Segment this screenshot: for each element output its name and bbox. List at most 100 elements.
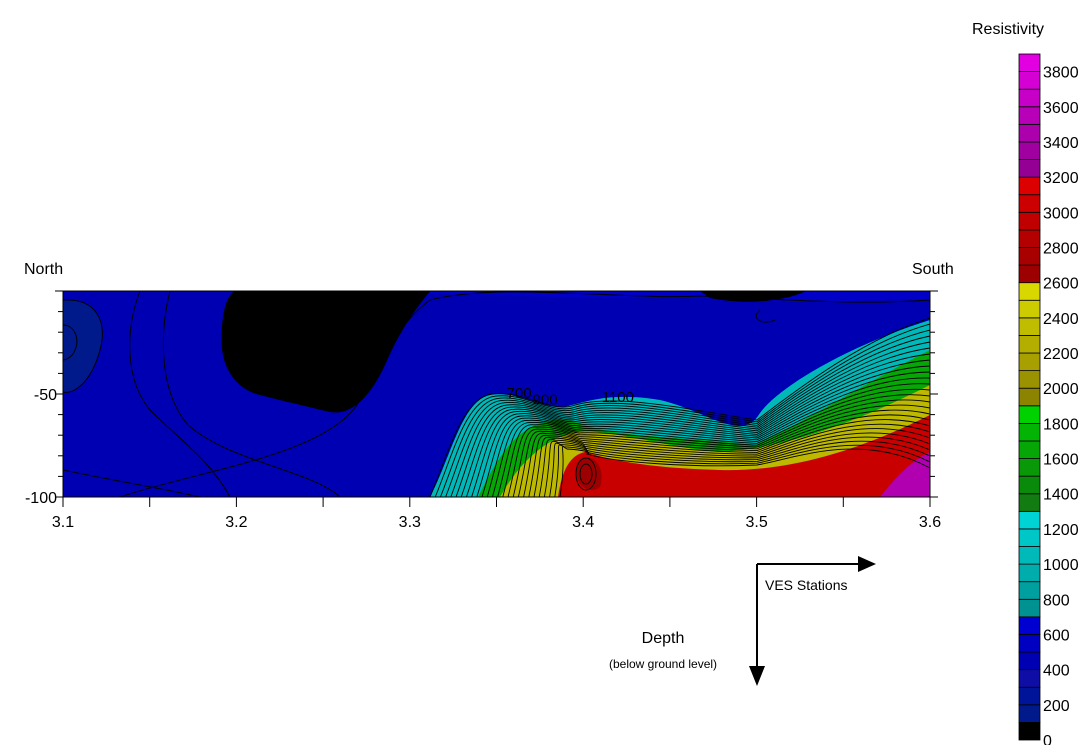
colorbar-tick-label: 3400 (1043, 135, 1079, 152)
colorbar-step (1018, 370, 1041, 389)
colorbar-tick-label: 2400 (1043, 311, 1079, 328)
colorbar-step (1018, 352, 1041, 372)
colorbar-tick-label: 400 (1043, 663, 1070, 680)
x-tick-label: 3.3 (399, 514, 421, 531)
colorbar-step (1018, 141, 1041, 160)
colorbar-tick-label: 2600 (1043, 276, 1079, 293)
colorbar-tick-label: 2200 (1043, 346, 1079, 363)
colorbar-step (1018, 405, 1041, 424)
colorbar-step (1018, 686, 1041, 706)
contour-line (528, 423, 930, 497)
ves-stations-arrow: VES Stations (757, 556, 876, 593)
contour-line (579, 463, 593, 485)
contour-line (119, 291, 930, 497)
colorbar-tick-label: 1000 (1043, 557, 1079, 574)
colorbar-step (1018, 123, 1041, 143)
contour-line (471, 365, 930, 497)
contour-line (63, 469, 201, 497)
contour-line (221, 291, 431, 409)
contour-line (549, 440, 930, 497)
contour-line (460, 353, 930, 497)
colorbar-step (1018, 581, 1041, 600)
colorbar-step (1018, 616, 1041, 635)
colorbar: 3800360034003200300028002600240022002000… (1018, 53, 1079, 745)
contour-lines (63, 291, 930, 497)
contour-line (699, 291, 806, 301)
colorbar-tick-label: 3800 (1043, 65, 1079, 82)
arrow-right-icon (858, 556, 876, 572)
colorbar-step (1018, 299, 1041, 319)
y-axis: -50 -100 (25, 290, 938, 507)
colorbar-step (1018, 335, 1041, 354)
colorbar-step (1018, 510, 1041, 530)
contour-line (162, 291, 341, 497)
colorbar-step (1018, 458, 1041, 477)
colorbar-step (1018, 211, 1041, 231)
contour-lines-dense (429, 317, 930, 497)
contour-line (517, 414, 930, 497)
colorbar-step (1018, 159, 1041, 178)
contour-line (559, 446, 930, 497)
colorbar-step (1018, 247, 1041, 266)
contour-line (486, 383, 930, 497)
contour-line (497, 394, 930, 497)
y-tick-label: -50 (34, 387, 57, 404)
colorbar-step (1018, 563, 1041, 583)
south-label: South (912, 261, 954, 278)
colorbar-step (1018, 176, 1041, 196)
x-tick-label: 3.1 (52, 514, 74, 531)
colorbar-step (1018, 475, 1041, 495)
contour-line (476, 371, 930, 497)
contour-line (575, 457, 597, 491)
colorbar-step (1018, 722, 1041, 741)
arrow-down-icon (749, 666, 765, 686)
colorbar-step (1018, 229, 1041, 248)
colorbar-step (1018, 440, 1041, 459)
contour-value-label: 900 (533, 391, 558, 408)
colorbar-step (1018, 528, 1041, 547)
colorbar-tick-label: 800 (1043, 592, 1070, 609)
colorbar-tick-label: 2800 (1043, 240, 1079, 257)
contour-line (450, 341, 930, 497)
contour-line (129, 291, 231, 497)
contour-plot-area (63, 291, 930, 497)
colorbar-step (1018, 317, 1041, 336)
ves-stations-label: VES Stations (765, 577, 848, 593)
colorbar-tick-label: 1400 (1043, 487, 1079, 504)
colorbar-tick-label: 600 (1043, 627, 1070, 644)
x-tick-label: 3.5 (745, 514, 767, 531)
colorbar-tick-label: 3600 (1043, 100, 1079, 117)
colorbar-tick-label: 2000 (1043, 381, 1079, 398)
colorbar-step (1018, 651, 1041, 671)
colorbar-step (1018, 387, 1041, 407)
colorbar-step (1018, 634, 1041, 653)
contour-value-label: 100 (285, 385, 310, 402)
contour-line (63, 299, 103, 393)
zone-black-top-right (700, 291, 805, 302)
contour-line (455, 347, 930, 497)
depth-label: Depth (642, 630, 685, 647)
colorbar-step (1018, 546, 1041, 565)
zone-magenta (880, 452, 930, 497)
colorbar-tick-label: 200 (1043, 698, 1070, 715)
colorbar-tick-label: 1600 (1043, 452, 1079, 469)
colorbar-tick-label: 3200 (1043, 170, 1079, 187)
zone-black-low-resistivity (222, 291, 430, 413)
depth-arrow: Depth (below ground level) (609, 564, 765, 686)
x-tick-label: 3.4 (572, 514, 594, 531)
contour-line (533, 428, 930, 497)
colorbar-step (1018, 264, 1041, 284)
contour-labels: 100 700 900 1100 (285, 385, 634, 408)
contour-value-label: 700 (507, 385, 532, 402)
zone-red (558, 415, 930, 497)
contour-value-label: 1100 (602, 389, 634, 406)
colorbar-step (1018, 53, 1041, 72)
contour-line (465, 359, 930, 497)
colorbar-step (1018, 704, 1041, 723)
contour-line (554, 444, 930, 497)
colorbar-step (1018, 598, 1041, 618)
colorbar-tick-label: 1800 (1043, 416, 1079, 433)
y-tick-label: -100 (25, 490, 57, 507)
x-tick-label: 3.6 (919, 514, 941, 531)
